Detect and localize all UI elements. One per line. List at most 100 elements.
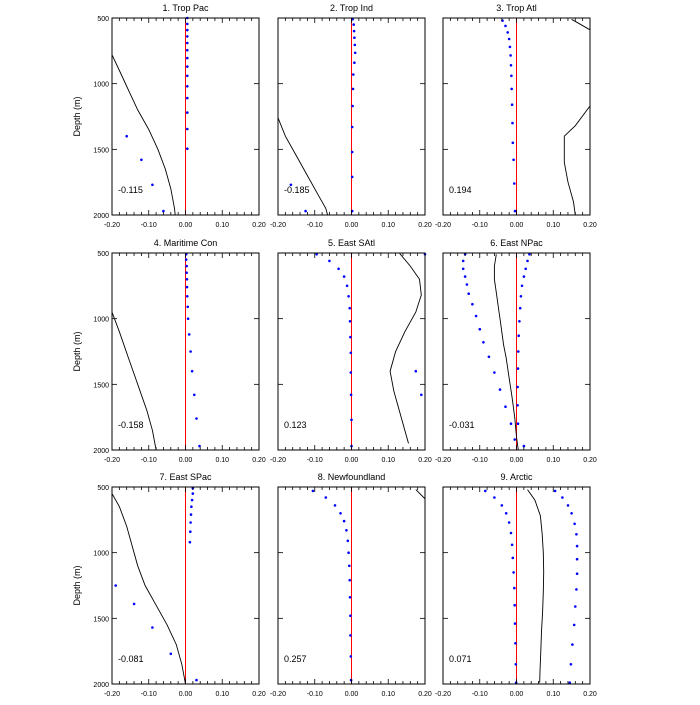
panel-title: 2. Trop Ind [330,3,373,13]
data-point [511,121,514,125]
y-tick-label: 500 [97,485,109,492]
data-point [510,103,514,106]
panel-title: 3. Trop Atl [496,3,537,13]
data-point [504,405,507,409]
panel-3: 3. Trop Atl -0.20 -0.10 0.00 0.10 0.20 0.194 [435,3,597,229]
x-tick-label: -0.20 [104,457,120,464]
data-point [151,626,154,629]
data-point [186,317,190,321]
data-point [186,22,189,26]
x-tick-label: -0.10 [307,222,323,229]
x-tick-label: -0.20 [270,222,286,229]
correlation-curve [493,254,519,450]
data-point [339,512,342,515]
data-point [315,253,318,256]
x-tick-label: 0.20 [583,457,597,464]
data-point [348,596,352,599]
panel-8: 8. Newfoundland -0.20 -0.10 0.00 0.10 0.20 0.2… [270,472,432,698]
data-point [512,571,515,574]
data-point [125,134,128,138]
x-tick-label: 0.10 [215,457,229,464]
data-point [513,438,516,441]
y-axis-label: Depth (m) [72,565,82,605]
data-point [186,28,189,32]
data-point [349,371,353,374]
data-point [349,634,352,637]
data-point [186,305,189,309]
correlation-curve [389,253,422,444]
data-point [351,87,355,91]
data-point [507,37,511,41]
data-point [348,320,352,323]
data-point [575,533,578,536]
data-point [189,521,192,524]
x-tick-label: -0.10 [307,691,323,698]
data-point [511,141,515,145]
data-point [510,543,514,547]
data-point [471,302,474,306]
data-point [186,35,189,38]
correlation-value: 0.257 [284,654,307,664]
data-point [465,283,469,286]
data-point [162,209,165,213]
data-point [187,333,191,336]
data-point [414,369,418,373]
x-tick-label: 0.10 [546,691,560,698]
data-point [561,496,564,499]
data-point [461,259,465,263]
data-point [342,275,346,278]
data-point [575,572,579,575]
x-tick-label: 0.20 [418,457,432,464]
data-point [348,306,352,310]
data-point [513,209,517,213]
data-point [114,584,117,587]
x-tick-label: -0.20 [270,691,286,698]
data-point [514,642,517,645]
data-point [186,295,189,298]
x-tick-label: 0.20 [418,222,432,229]
data-point [190,498,194,502]
x-tick-label: -0.20 [435,457,451,464]
data-point [337,267,340,271]
data-point [509,422,513,426]
data-point [518,306,522,310]
data-point [509,54,512,57]
panel-title: 5. East SAtl [328,238,375,248]
data-point [351,104,354,108]
x-tick-label: 0.10 [215,691,229,698]
data-point [508,45,512,49]
x-tick-label: 0.00 [345,222,359,229]
x-tick-label: -0.10 [307,457,323,464]
data-point [514,663,518,666]
data-point [349,351,353,355]
y-tick-label: 2000 [93,213,109,220]
data-point [553,489,557,493]
data-point [186,74,189,78]
data-point [324,496,328,499]
x-tick-label: 0.00 [510,691,524,698]
data-point [350,175,354,179]
data-point [169,652,173,656]
data-point [474,314,478,318]
data-point [513,586,516,590]
data-point [190,369,194,373]
x-tick-label: 0.20 [583,691,597,698]
data-point [509,64,513,67]
data-point [140,158,143,162]
data-point [516,422,520,426]
data-point [467,292,471,296]
correlation-value: -0.158 [118,420,144,430]
data-point [574,605,577,608]
data-point [198,444,201,448]
correlation-curve [278,117,329,215]
data-point [352,23,356,26]
y-tick-label: 1500 [93,147,109,154]
data-point [347,551,350,554]
x-tick-label: -0.10 [141,457,157,464]
correlation-curve [415,489,425,500]
data-point [351,18,354,21]
data-point [511,556,515,560]
data-point [353,36,356,39]
data-point [518,320,521,323]
